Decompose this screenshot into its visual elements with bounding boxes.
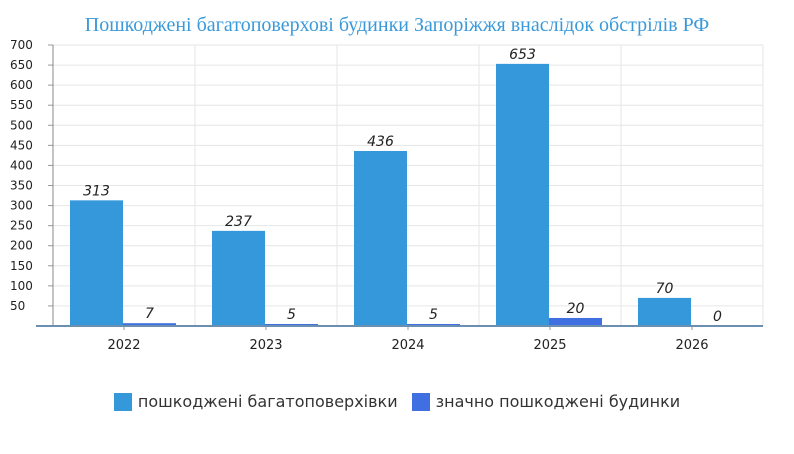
y-tick-label: 100 xyxy=(10,279,33,293)
y-tick-label: 350 xyxy=(10,179,33,193)
legend-item-series-1[interactable]: пошкоджені багатоповерхівки xyxy=(113,392,398,411)
y-tick-label: 700 xyxy=(10,38,33,52)
bar-1 xyxy=(638,297,691,326)
y-tick-label: 400 xyxy=(10,158,33,172)
data-label: 5 xyxy=(287,307,296,323)
y-tick-label: 650 xyxy=(10,58,33,72)
legend-label-series-1: пошкоджені багатоповерхівки xyxy=(137,392,398,411)
data-label: 313 xyxy=(83,183,110,199)
data-label: 0 xyxy=(713,309,722,325)
bar-1 xyxy=(496,63,549,327)
x-tick-label: 2026 xyxy=(675,338,708,353)
y-tick-label: 450 xyxy=(10,138,33,152)
y-tick-label: 500 xyxy=(10,118,33,132)
x-tick-label: 2024 xyxy=(391,338,424,353)
y-tick-label: 300 xyxy=(10,199,33,213)
x-tick-label: 2025 xyxy=(533,338,566,353)
bar-1 xyxy=(70,200,123,326)
data-label: 653 xyxy=(509,47,536,63)
data-label: 237 xyxy=(225,214,252,230)
legend-swatch-series-2 xyxy=(411,392,430,411)
bar-2 xyxy=(549,317,602,326)
legend-swatch-series-1 xyxy=(113,392,132,411)
y-tick-label: 50 xyxy=(10,299,25,313)
bar-1 xyxy=(354,150,407,326)
legend-label-series-2: значно пошкоджені будинки xyxy=(435,392,681,411)
y-tick-label: 250 xyxy=(10,219,33,233)
bar-2 xyxy=(265,323,318,326)
y-tick-label: 150 xyxy=(10,259,33,273)
x-tick-label: 2023 xyxy=(249,338,282,353)
data-label: 5 xyxy=(429,307,438,323)
y-tick-label: 200 xyxy=(10,239,33,253)
bar-1 xyxy=(212,230,265,326)
legend-item-series-2[interactable]: значно пошкоджені будинки xyxy=(411,392,681,411)
x-tick-label: 2022 xyxy=(107,338,140,353)
bar-2 xyxy=(123,323,176,326)
data-label: 70 xyxy=(656,281,674,297)
legend: пошкоджені багатоповерхівки значно пошко… xyxy=(0,392,794,411)
y-tick-label: 550 xyxy=(10,98,33,112)
chart-title: Пошкоджені багатоповерхові будинки Запор… xyxy=(84,14,710,36)
y-tick-label: 600 xyxy=(10,78,33,92)
data-label: 436 xyxy=(367,134,394,150)
bar-2 xyxy=(407,323,460,326)
data-label: 7 xyxy=(145,306,154,322)
data-label: 20 xyxy=(567,301,585,317)
